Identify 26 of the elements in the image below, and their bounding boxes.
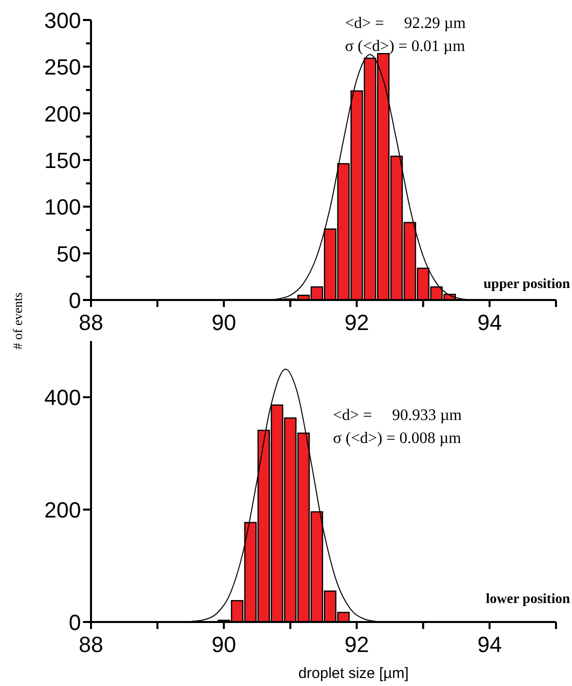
- y-tick-label: 300: [44, 8, 81, 33]
- y-tick-label: 50: [56, 241, 81, 266]
- annotation: σ (<d>) = 0.01 µm: [345, 38, 466, 55]
- y-tick-label: 0: [68, 288, 81, 313]
- y-tick-label: 150: [44, 148, 81, 173]
- y-tick-label: 400: [44, 385, 81, 410]
- y-tick-label: 200: [44, 101, 81, 126]
- x-axis-title: droplet size [µm]: [298, 665, 409, 682]
- x-tick-label: 88: [78, 632, 104, 657]
- x-tick-label: 90: [212, 632, 236, 657]
- x-tick-label: 94: [477, 632, 502, 657]
- y-tick-label: 0: [68, 610, 81, 635]
- annotation: σ (<d>) = 0.008 µm: [333, 430, 462, 447]
- annotation: lower position: [486, 592, 570, 607]
- annotation: upper position: [484, 277, 570, 292]
- x-tick-label: 92: [344, 310, 369, 335]
- x-tick-label: 90: [212, 310, 236, 335]
- annotation: <d> = 90.933 µm: [333, 407, 462, 424]
- y-tick-label: 250: [44, 54, 81, 80]
- annotation: <d> = 92.29 µm: [345, 15, 466, 32]
- x-tick-label: 94: [477, 310, 502, 335]
- x-tick-label: 88: [78, 310, 104, 335]
- y-axis-title: # of events: [10, 292, 25, 350]
- y-tick-label: 100: [44, 194, 81, 220]
- y-tick-label: 200: [44, 498, 81, 523]
- x-tick-label: 92: [344, 632, 369, 657]
